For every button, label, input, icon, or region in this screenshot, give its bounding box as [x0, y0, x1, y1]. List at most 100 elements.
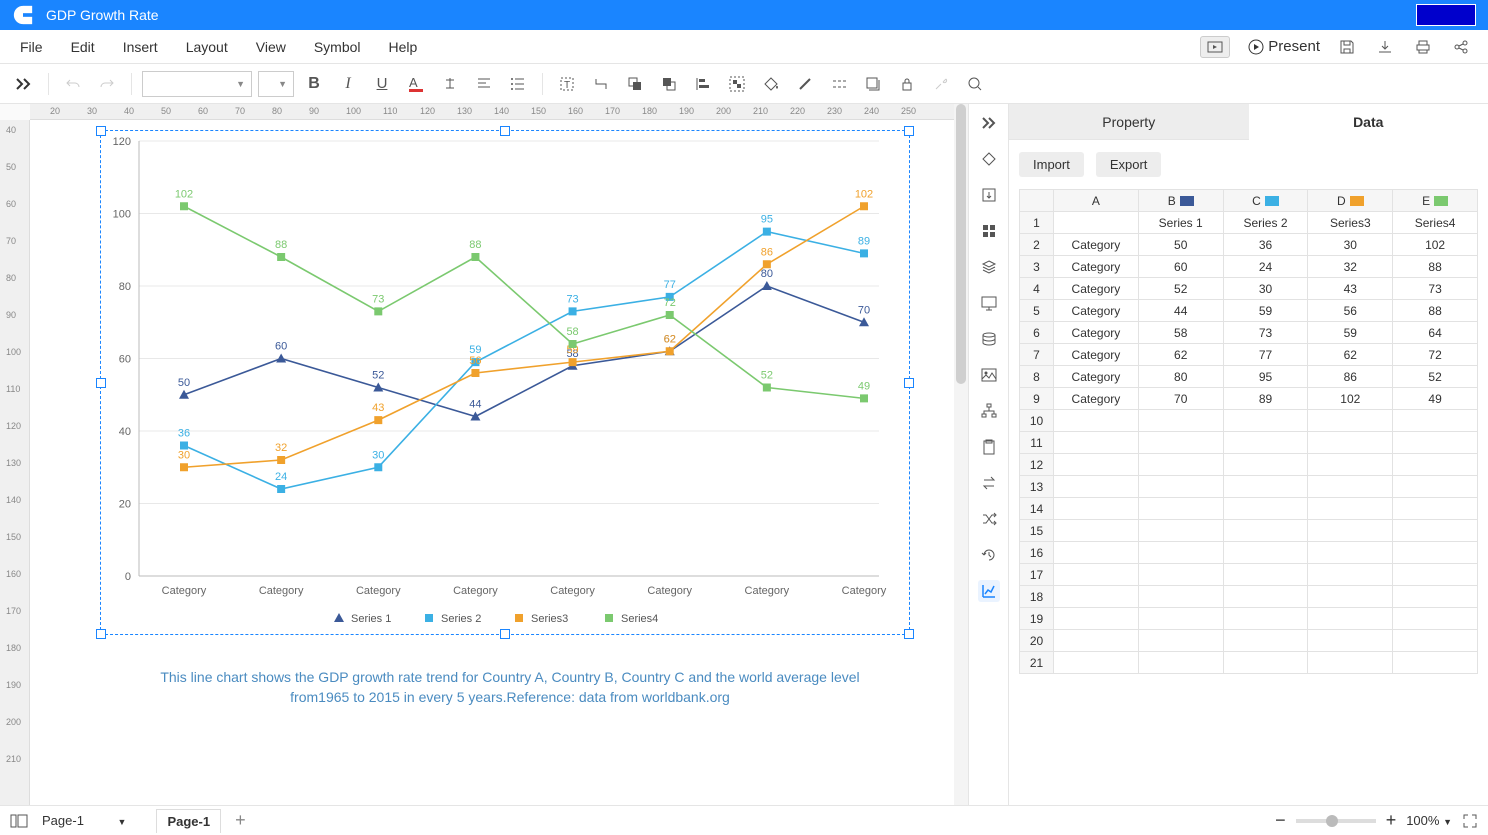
svg-text:77: 77 — [664, 279, 676, 291]
clipboard-icon[interactable] — [978, 436, 1000, 458]
collapse-panel-icon[interactable] — [978, 112, 1000, 134]
resize-handle[interactable] — [500, 126, 510, 136]
svg-text:Series 2: Series 2 — [441, 613, 481, 625]
menu-help[interactable]: Help — [375, 39, 432, 55]
export-page-icon[interactable] — [978, 184, 1000, 206]
svg-text:20: 20 — [119, 499, 131, 511]
svg-text:Category: Category — [162, 585, 207, 597]
history-icon[interactable] — [978, 544, 1000, 566]
swap-icon[interactable] — [978, 472, 1000, 494]
fill-tool-icon[interactable] — [978, 148, 1000, 170]
resize-handle[interactable] — [96, 378, 106, 388]
svg-text:88: 88 — [469, 239, 481, 251]
menu-view[interactable]: View — [242, 39, 300, 55]
present-button[interactable]: Present — [1248, 38, 1320, 55]
scrollbar-thumb[interactable] — [956, 104, 966, 384]
add-page-icon[interactable]: + — [235, 810, 246, 831]
svg-text:49: 49 — [858, 380, 870, 392]
shape-front-icon[interactable] — [621, 70, 649, 98]
database-icon[interactable] — [978, 328, 1000, 350]
text-box-icon[interactable]: T — [553, 70, 581, 98]
titlebar: GDP Growth Rate — [0, 0, 1488, 30]
tab-property[interactable]: Property — [1009, 104, 1249, 140]
dash-style-icon[interactable] — [825, 70, 853, 98]
zoom-out-icon[interactable]: − — [1275, 810, 1286, 831]
save-icon[interactable] — [1338, 38, 1358, 56]
menu-insert[interactable]: Insert — [109, 39, 172, 55]
font-family-select[interactable]: ▼ — [142, 71, 252, 97]
svg-text:80: 80 — [761, 268, 773, 280]
image-icon[interactable] — [978, 364, 1000, 386]
menu-edit[interactable]: Edit — [57, 39, 109, 55]
connector-icon[interactable] — [587, 70, 615, 98]
resize-handle[interactable] — [904, 126, 914, 136]
group-icon[interactable] — [723, 70, 751, 98]
ruler-horizontal: 2030405060708090100110120130140150160170… — [30, 104, 968, 120]
search-icon[interactable] — [961, 70, 989, 98]
font-size-select[interactable]: ▼ — [258, 71, 294, 97]
svg-text:102: 102 — [175, 188, 193, 200]
resize-handle[interactable] — [96, 126, 106, 136]
undo-icon[interactable] — [59, 70, 87, 98]
menu-symbol[interactable]: Symbol — [300, 39, 375, 55]
expand-toolbar-icon[interactable] — [10, 70, 38, 98]
statusbar: Page-1 ▼ Page-1 + − + 100% ▼ — [0, 805, 1488, 835]
svg-text:95: 95 — [761, 214, 773, 226]
zoom-level[interactable]: 100% ▼ — [1406, 813, 1452, 828]
share-icon[interactable] — [1452, 38, 1472, 56]
page-select[interactable]: Page-1 ▼ — [42, 813, 126, 828]
resize-handle[interactable] — [904, 629, 914, 639]
underline-icon[interactable]: U — [368, 70, 396, 98]
chart-selection[interactable]: 020406080100120CategoryCategoryCategoryC… — [100, 130, 910, 635]
list-icon[interactable] — [504, 70, 532, 98]
align-icon[interactable] — [470, 70, 498, 98]
svg-text:52: 52 — [761, 370, 773, 382]
export-button[interactable]: Export — [1096, 152, 1162, 177]
zoom-in-icon[interactable]: + — [1386, 810, 1397, 831]
svg-text:43: 43 — [372, 402, 384, 414]
svg-text:58: 58 — [566, 326, 578, 338]
canvas[interactable]: 2030405060708090100110120130140150160170… — [0, 104, 968, 805]
layers-icon[interactable] — [978, 256, 1000, 278]
pages-icon[interactable] — [10, 814, 28, 828]
presentation-icon[interactable] — [978, 292, 1000, 314]
shadow-icon[interactable] — [859, 70, 887, 98]
lock-icon[interactable] — [893, 70, 921, 98]
data-table[interactable]: ABCDE1Series 1Series 2Series3Series42Cat… — [1019, 189, 1478, 674]
tools-icon[interactable] — [927, 70, 955, 98]
shape-back-icon[interactable] — [655, 70, 683, 98]
resize-handle[interactable] — [500, 629, 510, 639]
italic-icon[interactable]: I — [334, 70, 362, 98]
line-style-icon[interactable] — [791, 70, 819, 98]
bold-icon[interactable]: B — [300, 70, 328, 98]
shuffle-icon[interactable] — [978, 508, 1000, 530]
redo-icon[interactable] — [93, 70, 121, 98]
page-tab[interactable]: Page-1 — [156, 809, 221, 833]
line-chart: 020406080100120CategoryCategoryCategoryC… — [101, 131, 911, 636]
slideshow-button[interactable] — [1200, 36, 1230, 58]
hierarchy-icon[interactable] — [978, 400, 1000, 422]
font-color-icon[interactable]: A — [402, 70, 430, 98]
align-objects-icon[interactable] — [689, 70, 717, 98]
print-icon[interactable] — [1414, 38, 1434, 56]
fill-icon[interactable] — [757, 70, 785, 98]
scrollbar-vertical[interactable] — [954, 104, 968, 805]
svg-text:70: 70 — [858, 304, 870, 316]
download-icon[interactable] — [1376, 38, 1396, 56]
tab-data[interactable]: Data — [1249, 104, 1488, 140]
svg-text:50: 50 — [178, 377, 190, 389]
fullscreen-icon[interactable] — [1462, 813, 1478, 829]
chart-data-icon[interactable] — [978, 580, 1000, 602]
svg-text:56: 56 — [469, 355, 481, 367]
text-highlight-icon[interactable] — [436, 70, 464, 98]
svg-text:89: 89 — [858, 235, 870, 247]
menu-layout[interactable]: Layout — [172, 39, 242, 55]
resize-handle[interactable] — [904, 378, 914, 388]
grid-tool-icon[interactable] — [978, 220, 1000, 242]
svg-text:T: T — [564, 80, 570, 91]
resize-handle[interactable] — [96, 629, 106, 639]
svg-text:0: 0 — [125, 571, 131, 583]
import-button[interactable]: Import — [1019, 152, 1084, 177]
zoom-slider[interactable] — [1296, 819, 1376, 823]
menu-file[interactable]: File — [6, 39, 57, 55]
